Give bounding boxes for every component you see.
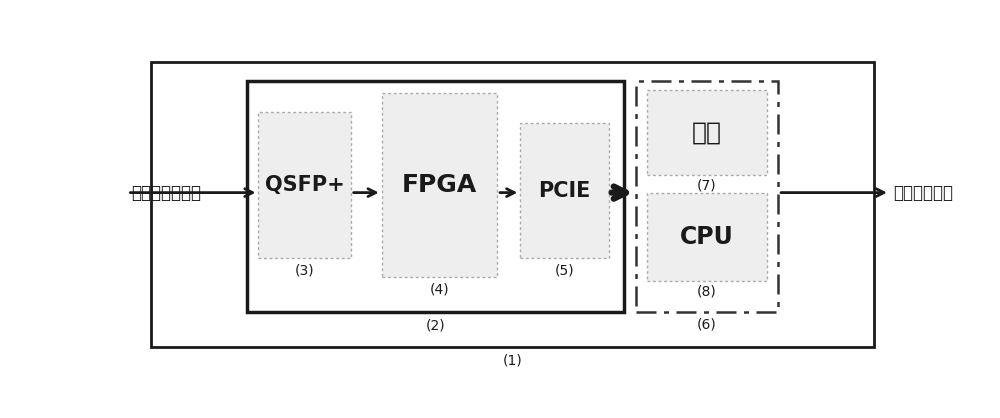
Text: (1): (1) xyxy=(503,354,522,367)
Bar xyxy=(382,92,497,277)
Bar xyxy=(647,90,767,175)
Bar xyxy=(636,81,778,312)
Text: FPGA: FPGA xyxy=(402,173,477,197)
Text: (7): (7) xyxy=(697,178,717,193)
Text: (6): (6) xyxy=(697,317,717,331)
Text: 终端用户数据: 终端用户数据 xyxy=(894,184,954,201)
Bar xyxy=(520,123,609,258)
Bar xyxy=(247,81,624,312)
Text: QSFP+: QSFP+ xyxy=(265,175,344,195)
Text: (2): (2) xyxy=(426,319,445,333)
Text: 交易所市场数据: 交易所市场数据 xyxy=(131,184,201,201)
Text: PCIE: PCIE xyxy=(538,181,591,201)
Text: (4): (4) xyxy=(430,283,449,297)
Text: (5): (5) xyxy=(555,263,574,278)
Bar xyxy=(647,193,767,281)
Text: CPU: CPU xyxy=(680,225,734,249)
Text: 内存: 内存 xyxy=(692,120,722,145)
Bar xyxy=(258,112,351,258)
Text: (8): (8) xyxy=(697,285,717,299)
Bar xyxy=(151,62,874,347)
Text: (3): (3) xyxy=(295,263,314,278)
